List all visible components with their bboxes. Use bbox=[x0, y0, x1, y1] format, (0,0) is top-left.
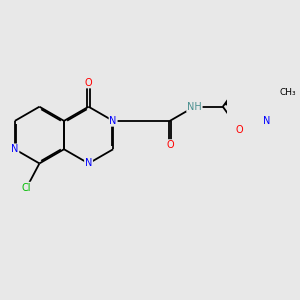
Text: N: N bbox=[11, 144, 19, 154]
Text: NH: NH bbox=[187, 102, 202, 112]
Text: N: N bbox=[110, 116, 117, 126]
Text: O: O bbox=[236, 125, 243, 135]
Text: O: O bbox=[85, 78, 92, 88]
Text: Cl: Cl bbox=[22, 183, 32, 193]
Text: N: N bbox=[263, 116, 270, 126]
Text: CH₃: CH₃ bbox=[279, 88, 296, 97]
Text: O: O bbox=[166, 140, 174, 150]
Text: N: N bbox=[85, 158, 92, 168]
